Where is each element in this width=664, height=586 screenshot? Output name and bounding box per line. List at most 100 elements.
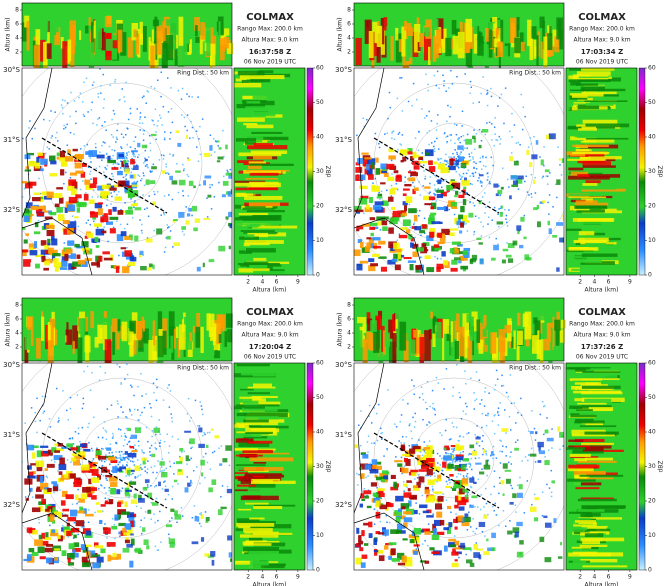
storm-cell <box>453 486 461 488</box>
clutter <box>520 94 522 96</box>
clutter <box>499 97 501 99</box>
clutter <box>470 377 472 379</box>
storm-cell <box>469 477 474 482</box>
clutter <box>129 441 131 443</box>
storm-cell <box>379 493 385 497</box>
echo <box>94 20 96 38</box>
clutter <box>441 458 443 460</box>
clutter <box>411 379 413 381</box>
storm-cell <box>413 152 417 158</box>
clutter <box>25 496 27 498</box>
clutter <box>473 102 475 104</box>
storm-cell <box>479 242 483 244</box>
clutter <box>489 183 491 185</box>
storm-cell <box>27 445 34 451</box>
clutter <box>427 90 429 92</box>
clutter <box>106 153 108 155</box>
clutter <box>416 99 418 101</box>
tick-label: 8 <box>15 302 19 309</box>
storm-cell <box>373 205 382 210</box>
storm-cell <box>27 465 32 469</box>
clutter <box>478 101 480 103</box>
echo <box>581 443 614 445</box>
storm-cell <box>82 562 90 567</box>
clutter <box>436 377 438 379</box>
clutter <box>358 425 360 427</box>
storm-cell <box>384 545 388 549</box>
storm-cell <box>501 480 505 484</box>
clutter <box>126 364 128 366</box>
echo <box>206 313 210 330</box>
echo <box>500 20 503 43</box>
storm-cell <box>539 450 545 454</box>
clutter <box>170 413 172 415</box>
storm-cell <box>34 231 40 234</box>
clutter <box>483 165 485 167</box>
clutter <box>141 469 143 471</box>
clutter <box>466 433 468 435</box>
clutter <box>437 114 439 116</box>
clutter <box>540 414 542 416</box>
storm-cell <box>430 206 433 209</box>
storm-cell <box>381 479 385 482</box>
storm-cell <box>500 212 503 217</box>
echo <box>85 336 91 352</box>
clutter <box>154 88 156 90</box>
storm-cell <box>458 195 464 198</box>
echo <box>245 178 278 180</box>
clutter <box>458 226 460 228</box>
clutter <box>423 170 425 172</box>
clutter <box>450 106 452 108</box>
clutter <box>456 124 458 126</box>
clutter <box>147 441 149 443</box>
clutter <box>445 154 447 156</box>
echo <box>134 29 137 37</box>
clutter <box>156 472 158 474</box>
storm-cell <box>198 444 205 448</box>
clutter <box>487 514 489 516</box>
storm-cell <box>442 462 446 468</box>
clutter <box>145 470 147 472</box>
clutter <box>424 218 426 220</box>
clutter <box>423 399 425 401</box>
echo <box>243 419 268 422</box>
clutter <box>191 96 193 98</box>
storm-cell <box>394 460 402 462</box>
storm-cell <box>107 160 116 163</box>
storm-cell <box>365 246 370 252</box>
clutter <box>414 237 416 239</box>
clutter <box>482 413 484 415</box>
clutter <box>515 511 517 513</box>
clutter <box>485 134 487 136</box>
storm-cell <box>195 218 200 222</box>
clutter <box>497 105 499 107</box>
clutter <box>58 420 60 422</box>
storm-cell <box>127 428 131 431</box>
echo <box>577 509 604 512</box>
storm-cell <box>375 168 380 175</box>
clutter <box>125 175 127 177</box>
clutter <box>126 174 128 176</box>
clutter <box>468 153 470 155</box>
clutter <box>65 172 67 174</box>
clutter <box>99 68 101 70</box>
clutter <box>531 174 533 176</box>
clutter <box>510 485 512 487</box>
clutter <box>414 186 416 188</box>
clutter <box>127 444 129 446</box>
storm-cell <box>204 553 211 556</box>
storm-cell <box>225 145 228 150</box>
clutter <box>169 466 171 468</box>
storm-cell <box>429 166 435 172</box>
echo <box>417 17 419 25</box>
clutter <box>70 408 72 410</box>
storm-cell <box>355 210 364 213</box>
storm-cell <box>437 233 442 238</box>
echo <box>237 364 270 366</box>
clutter <box>101 125 103 127</box>
storm-cell <box>167 236 171 240</box>
clutter <box>118 457 120 459</box>
clutter <box>463 173 465 175</box>
clutter <box>168 534 170 536</box>
storm-cell <box>63 220 70 224</box>
